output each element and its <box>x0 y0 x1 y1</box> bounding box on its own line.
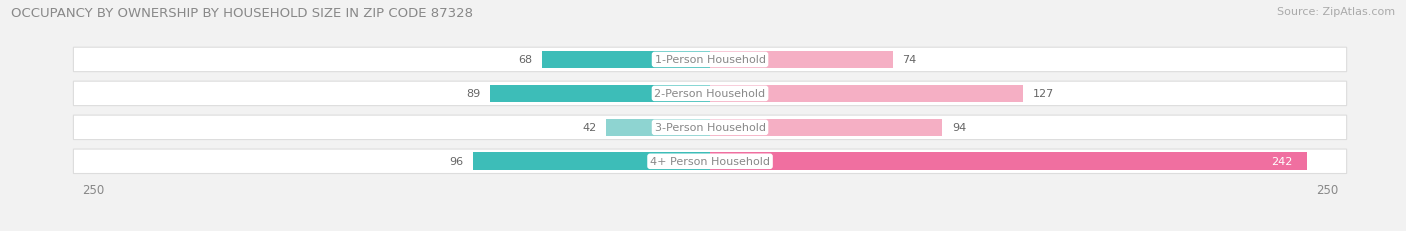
Text: OCCUPANCY BY OWNERSHIP BY HOUSEHOLD SIZE IN ZIP CODE 87328: OCCUPANCY BY OWNERSHIP BY HOUSEHOLD SIZE… <box>11 7 474 20</box>
FancyBboxPatch shape <box>73 82 1347 106</box>
Legend: Owner-occupied, Renter-occupied: Owner-occupied, Renter-occupied <box>593 228 827 231</box>
Text: 74: 74 <box>903 55 917 65</box>
FancyBboxPatch shape <box>73 48 1347 72</box>
Text: 3-Person Household: 3-Person Household <box>655 123 765 133</box>
Text: 1-Person Household: 1-Person Household <box>655 55 765 65</box>
Text: 242: 242 <box>1271 157 1292 167</box>
Text: 4+ Person Household: 4+ Person Household <box>650 157 770 167</box>
Bar <box>710 51 893 69</box>
FancyBboxPatch shape <box>73 116 1347 140</box>
Text: 42: 42 <box>582 123 596 133</box>
Text: 127: 127 <box>1033 89 1054 99</box>
Text: 2-Person Household: 2-Person Household <box>654 89 766 99</box>
Text: Source: ZipAtlas.com: Source: ZipAtlas.com <box>1277 7 1395 17</box>
Bar <box>710 85 1024 103</box>
Bar <box>606 119 710 137</box>
Text: 68: 68 <box>519 55 533 65</box>
FancyBboxPatch shape <box>73 149 1347 174</box>
Text: 89: 89 <box>467 89 481 99</box>
Bar <box>710 153 1308 170</box>
Bar <box>491 85 710 103</box>
Text: 94: 94 <box>952 123 966 133</box>
Bar <box>474 153 710 170</box>
Text: 96: 96 <box>449 157 464 167</box>
Bar <box>710 119 942 137</box>
Bar <box>543 51 710 69</box>
